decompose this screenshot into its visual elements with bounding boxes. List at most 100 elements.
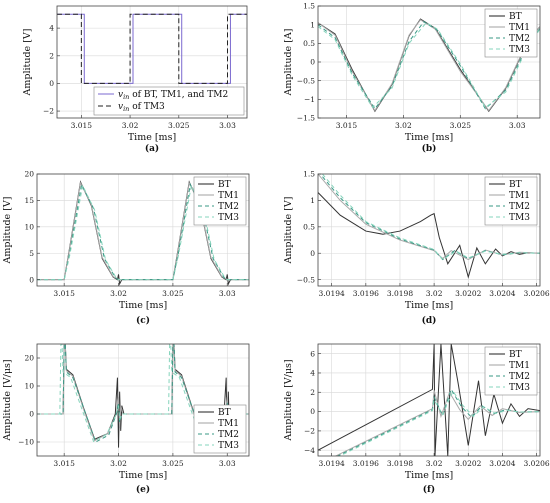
axes-frame (36, 343, 250, 457)
x-axis-label: Time [ms] (405, 470, 453, 481)
legend-box (93, 86, 245, 116)
y-tick-label: −0.5 (297, 76, 315, 85)
legend-entry: BT (218, 408, 231, 418)
y-tick-label: 1 (310, 20, 315, 29)
panel-caption: (b) (422, 143, 437, 154)
x-tick-label: 3.025 (162, 289, 184, 298)
x-tick-label: 3.0204 (489, 289, 515, 298)
panel-e: 3.015 3.02 3.025 3.03 −10 0 10 20 Time [ms] Ampli… (2, 343, 250, 495)
x-tick-label: 3.03 (219, 459, 236, 468)
x-axis-label: Time [ms] (119, 470, 167, 481)
legend-entry: TM1 (509, 191, 530, 201)
x-axis-label: Time [ms] (405, 132, 453, 143)
legend-entry: TM2 (509, 34, 530, 44)
panel-caption: (d) (422, 315, 437, 326)
y-tick-label: 15 (24, 196, 34, 205)
y-tick-label: 10 (24, 222, 34, 231)
series-group (318, 174, 540, 279)
series-line-tm3 (37, 184, 249, 281)
legend-entry: TM3 (218, 213, 239, 223)
legend-entry: vin of BT, TM1, and TM2 (118, 90, 228, 101)
y-tick-label: 0 (310, 58, 315, 67)
y-axis-label: Amplitude [V] (2, 197, 13, 265)
series-line-tm3 (318, 22, 540, 109)
x-tick-label: 3.0194 (319, 459, 345, 468)
x-tick-label: 3.015 (53, 289, 75, 298)
y-tick-label: 1.5 (303, 170, 315, 179)
x-tick-label: 3.0194 (319, 289, 345, 298)
series-group (318, 344, 540, 456)
x-tick-label: 3.02 (426, 289, 443, 298)
legend-entry: TM1 (509, 361, 530, 371)
panel-c: 3.015 3.02 3.025 3.03 0 5 10 15 20 Time [ms] Ampli… (2, 170, 250, 326)
panel-f: 3.0194 3.0196 3.0198 3.02 3.0202 3.0204 3.0206… (283, 343, 550, 495)
legend-box (484, 8, 538, 58)
legend-entry: vin of TM3 (118, 102, 165, 113)
y-tick-label: 0.5 (303, 39, 315, 48)
panel-d: 3.0194 3.0196 3.0198 3.02 3.0202 3.0204 3.0206… (283, 170, 550, 326)
axes-frame (36, 173, 250, 287)
y-tick-label: 4 (310, 369, 315, 378)
x-tick-label: 3.025 (162, 459, 184, 468)
series-group (318, 18, 540, 113)
series-line-vin_dash (57, 13, 247, 84)
legend-entry: BT (509, 180, 522, 190)
y-tick-label: −2 (304, 426, 315, 435)
y-axis-label: Amplitude [V] (22, 29, 33, 97)
legend-entry: TM1 (218, 191, 239, 201)
x-tick-label: 3.0204 (489, 459, 515, 468)
x-tick-label: 3.0196 (353, 459, 379, 468)
y-tick-label: 1.5 (303, 2, 315, 11)
y-tick-label: −2 (43, 107, 54, 116)
y-tick-label: 20 (24, 354, 34, 363)
x-tick-label: 3.015 (71, 121, 93, 130)
panel-caption: (c) (136, 315, 150, 326)
y-tick-label: 5 (29, 249, 34, 258)
y-tick-label: 10 (24, 382, 34, 391)
legend-entry: BT (509, 12, 522, 22)
y-tick-label: 4 (49, 24, 54, 33)
series-line-tm1 (334, 390, 540, 456)
x-tick-label: 3.0196 (353, 289, 379, 298)
legend-entry: TM2 (218, 430, 239, 440)
series-group (57, 13, 247, 84)
legend-entry: BT (218, 180, 231, 190)
legend-box (193, 176, 247, 226)
series-line-bt (318, 344, 540, 456)
y-tick-label: 0.5 (303, 222, 315, 231)
x-tick-label: 3.02 (110, 289, 127, 298)
legend-entry: TM2 (218, 202, 239, 212)
y-tick-label: 6 (310, 349, 315, 358)
x-tick-label: 3.0206 (523, 459, 549, 468)
x-tick-label: 3.015 (336, 121, 358, 130)
panel-caption: (a) (145, 143, 159, 154)
y-tick-label: 0 (29, 275, 34, 284)
x-tick-label: 3.02 (426, 459, 443, 468)
y-axis-label: Amplitude [V/μs] (283, 359, 294, 441)
x-axis-label: Time [ms] (119, 300, 167, 311)
legend-entry: TM2 (509, 372, 530, 382)
x-axis-label: Time [ms] (405, 300, 453, 311)
x-tick-label: 3.0198 (387, 289, 413, 298)
legend-entry: TM3 (218, 441, 239, 451)
x-tick-label: 3.0198 (387, 459, 413, 468)
y-tick-label: −1.5 (297, 114, 315, 123)
legend-entry: TM2 (509, 202, 530, 212)
legend-entry: TM3 (509, 45, 530, 55)
series-line-tm3 (321, 174, 540, 261)
legend-entry: TM1 (218, 419, 239, 429)
y-axis-label: Amplitude [V/μs] (2, 359, 13, 441)
y-tick-label: 0 (310, 407, 315, 416)
series-line-vin_solid (57, 13, 247, 84)
panel-caption: (f) (423, 484, 435, 495)
legend-box (484, 176, 538, 226)
x-tick-label: 3.03 (219, 289, 236, 298)
y-tick-label: 2 (310, 388, 315, 397)
x-tick-label: 3.03 (509, 121, 526, 130)
